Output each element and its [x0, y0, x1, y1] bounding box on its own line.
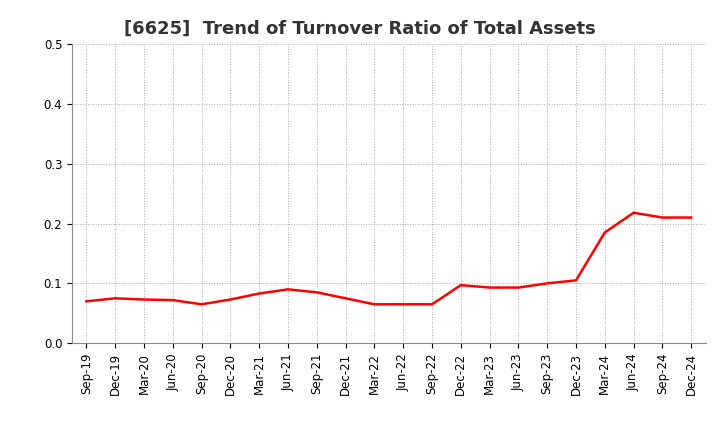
Text: [6625]  Trend of Turnover Ratio of Total Assets: [6625] Trend of Turnover Ratio of Total … — [124, 20, 596, 38]
